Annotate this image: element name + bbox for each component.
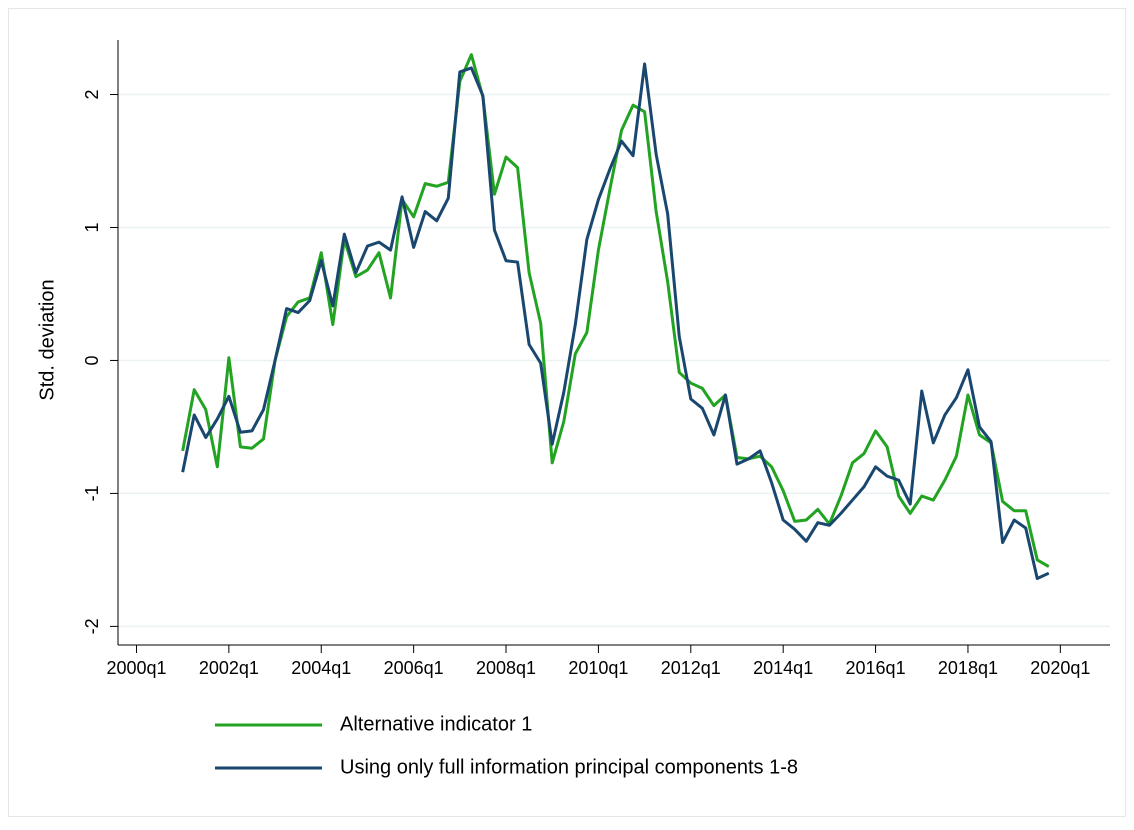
x-tick-label: 2006q1 (384, 658, 444, 678)
x-tick-label: 2004q1 (291, 658, 351, 678)
y-tick-label: -1 (82, 485, 102, 501)
y-tick-label: 1 (82, 222, 102, 232)
x-tick-label: 2008q1 (476, 658, 536, 678)
x-tick-label: 2016q1 (846, 658, 906, 678)
y-tick-label: 0 (82, 355, 102, 365)
x-tick-label: 2014q1 (753, 658, 813, 678)
legend-label: Alternative indicator 1 (340, 713, 532, 735)
frame (8, 8, 1126, 817)
y-tick-label: 2 (82, 90, 102, 100)
x-tick-label: 2010q1 (568, 658, 628, 678)
y-axis-label: Std. deviation (36, 279, 58, 400)
x-tick-label: 2002q1 (199, 658, 259, 678)
y-tick-label: -2 (82, 618, 102, 634)
x-tick-label: 2020q1 (1030, 658, 1090, 678)
x-tick-label: 2012q1 (661, 658, 721, 678)
series-line (181, 62, 1050, 581)
x-tick-label: 2018q1 (938, 658, 998, 678)
x-tick-label: 2000q1 (106, 658, 166, 678)
legend-label: Using only full information principal co… (340, 756, 798, 778)
